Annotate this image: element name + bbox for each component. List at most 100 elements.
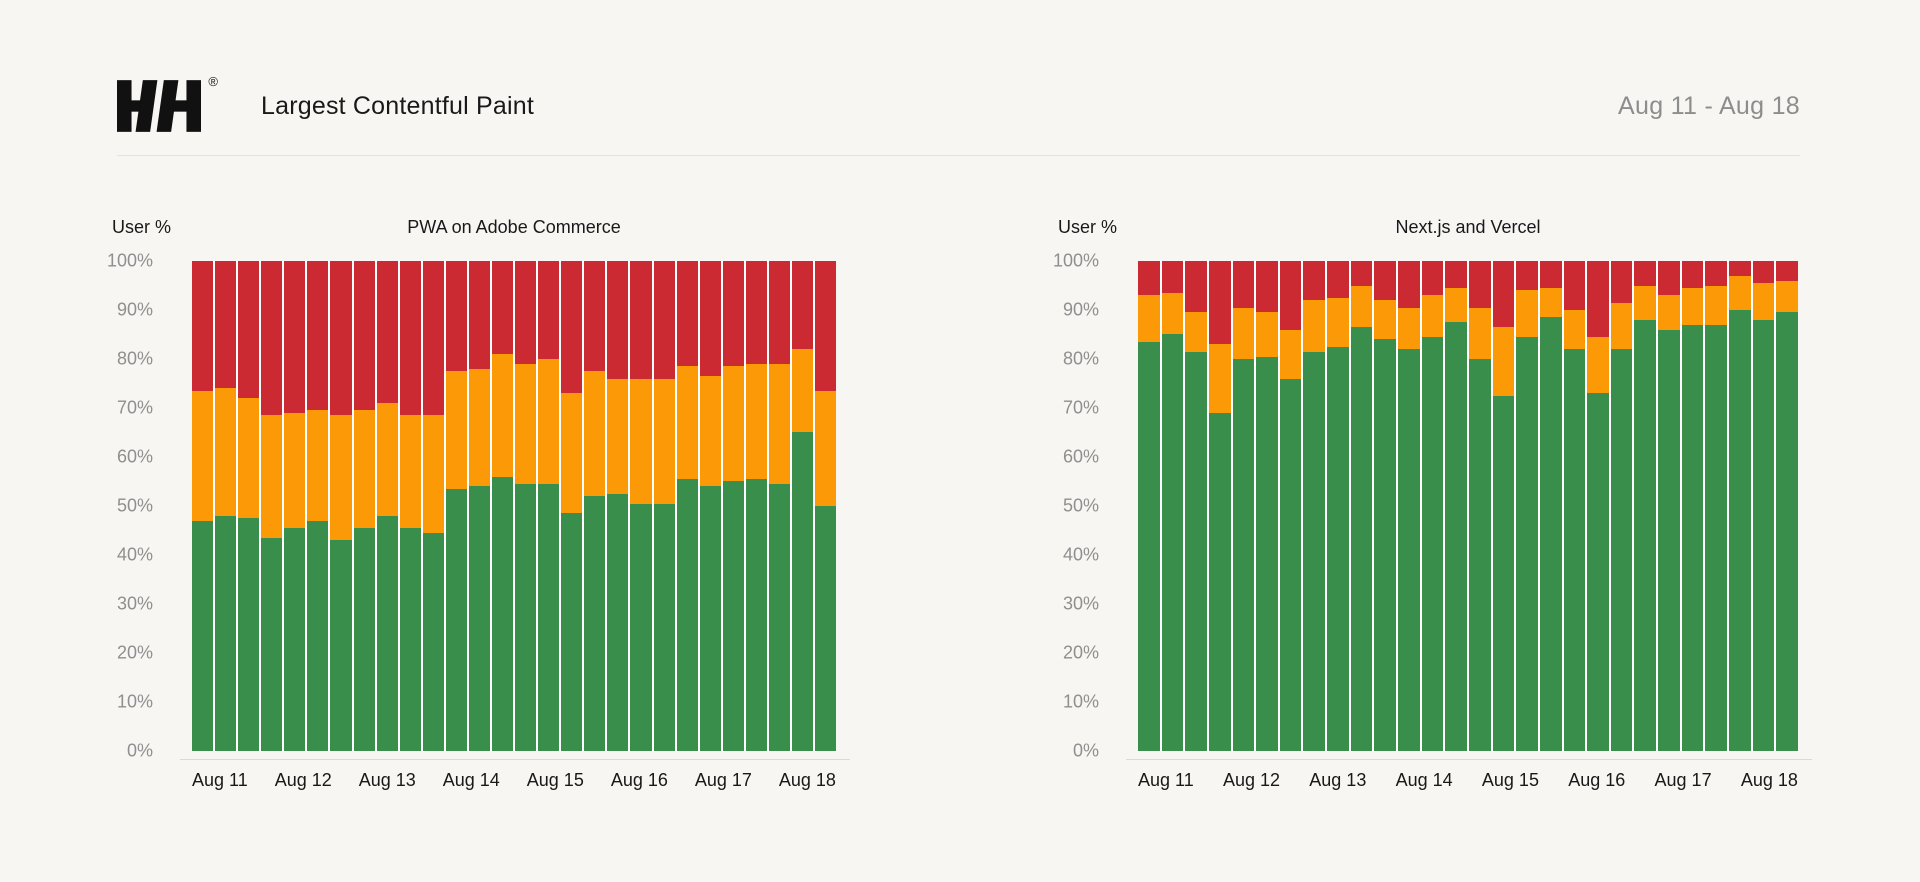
stacked-bar	[1563, 261, 1586, 751]
segment-poor	[468, 261, 491, 369]
segment-good	[376, 515, 398, 751]
segment-needs_improvement	[722, 366, 744, 482]
stacked-bar	[1634, 261, 1657, 751]
stacked-bar	[422, 261, 444, 751]
stacked-bar	[745, 261, 767, 751]
segment-poor	[1374, 261, 1397, 301]
x-tick-label: Aug 12	[1222, 770, 1281, 790]
stacked-bar	[1705, 261, 1728, 751]
stacked-bar	[1776, 261, 1798, 751]
segment-needs_improvement	[1610, 302, 1633, 350]
segment-needs_improvement	[792, 349, 814, 433]
segment-good	[1350, 327, 1373, 751]
segment-good	[1468, 358, 1491, 751]
segment-good	[399, 528, 421, 751]
x-tick-label: Aug 16	[1568, 770, 1626, 790]
y-tick-label: 40%	[1062, 544, 1099, 565]
segment-poor	[1138, 261, 1160, 296]
segment-poor	[1279, 261, 1302, 330]
segment-needs_improvement	[1729, 275, 1751, 310]
segment-poor	[676, 261, 698, 367]
stacked-bar	[1539, 261, 1562, 751]
segment-good	[422, 532, 444, 751]
x-tick-label: Aug 17	[694, 770, 752, 790]
segment-needs_improvement	[261, 415, 283, 538]
segment-good	[1658, 329, 1680, 751]
y-tick-label: 80%	[1062, 348, 1099, 369]
x-tick-label: Aug 12	[274, 770, 332, 790]
segment-poor	[584, 261, 606, 372]
stacked-bar	[261, 261, 283, 751]
segment-good	[1729, 309, 1751, 751]
stacked-bar	[238, 261, 260, 751]
segment-good	[1208, 412, 1231, 751]
segment-good	[815, 505, 837, 751]
segment-needs_improvement	[1374, 300, 1397, 340]
y-axis-title: User %	[1058, 216, 1118, 237]
segment-poor	[722, 261, 744, 367]
segment-good	[492, 476, 514, 751]
segment-good	[1752, 319, 1775, 751]
segment-needs_improvement	[815, 390, 837, 506]
stacked-bar	[792, 261, 814, 751]
segment-good	[445, 488, 467, 751]
segment-good	[1185, 351, 1207, 751]
segment-good	[584, 496, 606, 751]
segment-needs_improvement	[399, 415, 421, 529]
y-tick-label: 100%	[1052, 250, 1099, 271]
stacked-bar	[376, 261, 398, 751]
segment-needs_improvement	[768, 363, 791, 484]
stacked-bar	[815, 261, 837, 751]
segment-good	[538, 483, 560, 751]
chart-pwa-adobe-commerce: User % PWA on Adobe Commerce 100% 90% 80% 7…	[107, 214, 850, 791]
segment-good	[238, 518, 260, 751]
stacked-bar	[1468, 261, 1491, 751]
chart-title: PWA on Adobe Commerce	[407, 216, 621, 237]
stacked-bar	[1752, 261, 1775, 751]
segment-needs_improvement	[330, 415, 352, 541]
segment-poor	[1350, 261, 1373, 286]
segment-needs_improvement	[1185, 312, 1207, 352]
stacked-bar	[1516, 261, 1538, 751]
segment-needs_improvement	[1398, 307, 1420, 350]
y-tick-label: 50%	[116, 495, 153, 516]
x-tick-label: Aug 11	[1138, 770, 1194, 790]
y-tick-label: 20%	[1062, 642, 1099, 663]
segment-needs_improvement	[1161, 292, 1184, 335]
segment-poor	[815, 261, 837, 391]
segment-good	[1563, 349, 1586, 751]
segment-good	[653, 503, 675, 751]
segment-good	[1681, 324, 1704, 751]
stacked-bar	[538, 261, 560, 751]
x-axis-labels: Aug 11 Aug 12 Aug 13 Aug 14 Aug 15 Aug 16 Aug …	[1138, 770, 1798, 791]
segment-needs_improvement	[468, 368, 491, 487]
stacked-bar	[468, 261, 491, 751]
y-tick-label: 40%	[116, 544, 153, 565]
bar-area	[192, 261, 837, 751]
y-axis-ticks: 100% 90% 80% 70% 60% 50% 40% 30% 20% 10% 0%	[1053, 251, 1138, 761]
segment-good	[1492, 395, 1515, 751]
stacked-bar	[1587, 261, 1609, 751]
stacked-bar	[1445, 261, 1467, 751]
stacked-bar	[1303, 261, 1326, 751]
y-tick-label: 70%	[1062, 397, 1099, 418]
stacked-bar	[284, 261, 306, 751]
header-divider	[117, 155, 1800, 156]
segment-poor	[307, 261, 329, 411]
plot-area	[1126, 261, 1812, 760]
segment-needs_improvement	[561, 393, 583, 514]
segment-needs_improvement	[445, 371, 467, 489]
stacked-bar	[1256, 261, 1278, 751]
segment-needs_improvement	[1350, 285, 1373, 328]
segment-poor	[1161, 261, 1184, 293]
segment-needs_improvement	[1539, 287, 1562, 318]
x-tick-label: Aug 15	[1481, 770, 1539, 790]
segment-good	[1398, 349, 1420, 751]
segment-needs_improvement	[1208, 344, 1231, 413]
stacked-bar	[1729, 261, 1751, 751]
y-tick-label: 0%	[126, 740, 153, 761]
segment-poor	[1563, 261, 1586, 310]
segment-poor	[745, 261, 767, 364]
segment-poor	[1232, 261, 1255, 308]
stacked-bar	[1208, 261, 1231, 751]
